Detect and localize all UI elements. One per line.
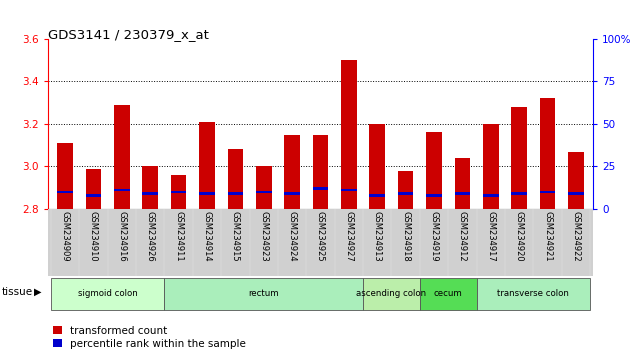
Bar: [568, 192, 584, 195]
Bar: [512, 192, 527, 195]
Bar: [313, 135, 328, 209]
Text: GSM234927: GSM234927: [344, 211, 353, 262]
Bar: [285, 192, 300, 195]
Bar: [426, 132, 442, 209]
Bar: [86, 194, 101, 196]
Bar: [483, 124, 499, 209]
Bar: [256, 166, 272, 209]
Bar: [142, 192, 158, 195]
Text: GSM234909: GSM234909: [61, 211, 70, 262]
Bar: [256, 190, 272, 193]
Bar: [228, 192, 243, 195]
Bar: [171, 175, 187, 209]
Text: GSM234923: GSM234923: [259, 211, 268, 262]
Text: rectum: rectum: [249, 289, 279, 298]
Text: GSM234926: GSM234926: [146, 211, 154, 262]
Bar: [369, 194, 385, 196]
Text: GSM234915: GSM234915: [231, 211, 240, 262]
Legend: transformed count, percentile rank within the sample: transformed count, percentile rank withi…: [53, 326, 246, 349]
Bar: [426, 194, 442, 196]
Bar: [228, 149, 243, 209]
Bar: [341, 60, 356, 209]
Text: GSM234912: GSM234912: [458, 211, 467, 262]
Bar: [199, 122, 215, 209]
Bar: [398, 171, 413, 209]
Bar: [142, 166, 158, 209]
Bar: [454, 192, 470, 195]
Text: cecum: cecum: [434, 289, 463, 298]
Bar: [341, 189, 356, 192]
Text: transverse colon: transverse colon: [497, 289, 569, 298]
Text: GSM234916: GSM234916: [117, 211, 126, 262]
Text: GSM234920: GSM234920: [515, 211, 524, 262]
Text: GSM234914: GSM234914: [203, 211, 212, 262]
Text: GSM234921: GSM234921: [543, 211, 552, 262]
Bar: [86, 169, 101, 209]
Bar: [313, 187, 328, 190]
Bar: [420, 278, 476, 310]
Bar: [476, 278, 590, 310]
Bar: [512, 107, 527, 209]
Text: GSM234913: GSM234913: [373, 211, 382, 262]
Bar: [540, 190, 555, 193]
Text: GSM234910: GSM234910: [89, 211, 98, 262]
Text: GSM234925: GSM234925: [316, 211, 325, 262]
Bar: [483, 194, 499, 196]
Bar: [568, 152, 584, 209]
Bar: [171, 190, 187, 193]
Bar: [165, 278, 363, 310]
Text: sigmoid colon: sigmoid colon: [78, 289, 138, 298]
Text: tissue: tissue: [1, 287, 33, 297]
Text: ascending colon: ascending colon: [356, 289, 426, 298]
Bar: [57, 190, 73, 193]
Text: GDS3141 / 230379_x_at: GDS3141 / 230379_x_at: [48, 28, 209, 41]
Text: GSM234922: GSM234922: [571, 211, 580, 262]
Bar: [51, 278, 165, 310]
Bar: [199, 192, 215, 195]
Text: GSM234917: GSM234917: [487, 211, 495, 262]
Text: GSM234911: GSM234911: [174, 211, 183, 262]
Text: ▶: ▶: [34, 287, 42, 297]
Bar: [114, 189, 129, 192]
Bar: [114, 105, 129, 209]
Bar: [454, 158, 470, 209]
Bar: [540, 98, 555, 209]
Bar: [398, 192, 413, 195]
Bar: [285, 135, 300, 209]
Bar: [57, 143, 73, 209]
Text: GSM234918: GSM234918: [401, 211, 410, 262]
Text: GSM234919: GSM234919: [429, 211, 438, 262]
Text: GSM234924: GSM234924: [288, 211, 297, 262]
Bar: [369, 124, 385, 209]
Bar: [363, 278, 420, 310]
